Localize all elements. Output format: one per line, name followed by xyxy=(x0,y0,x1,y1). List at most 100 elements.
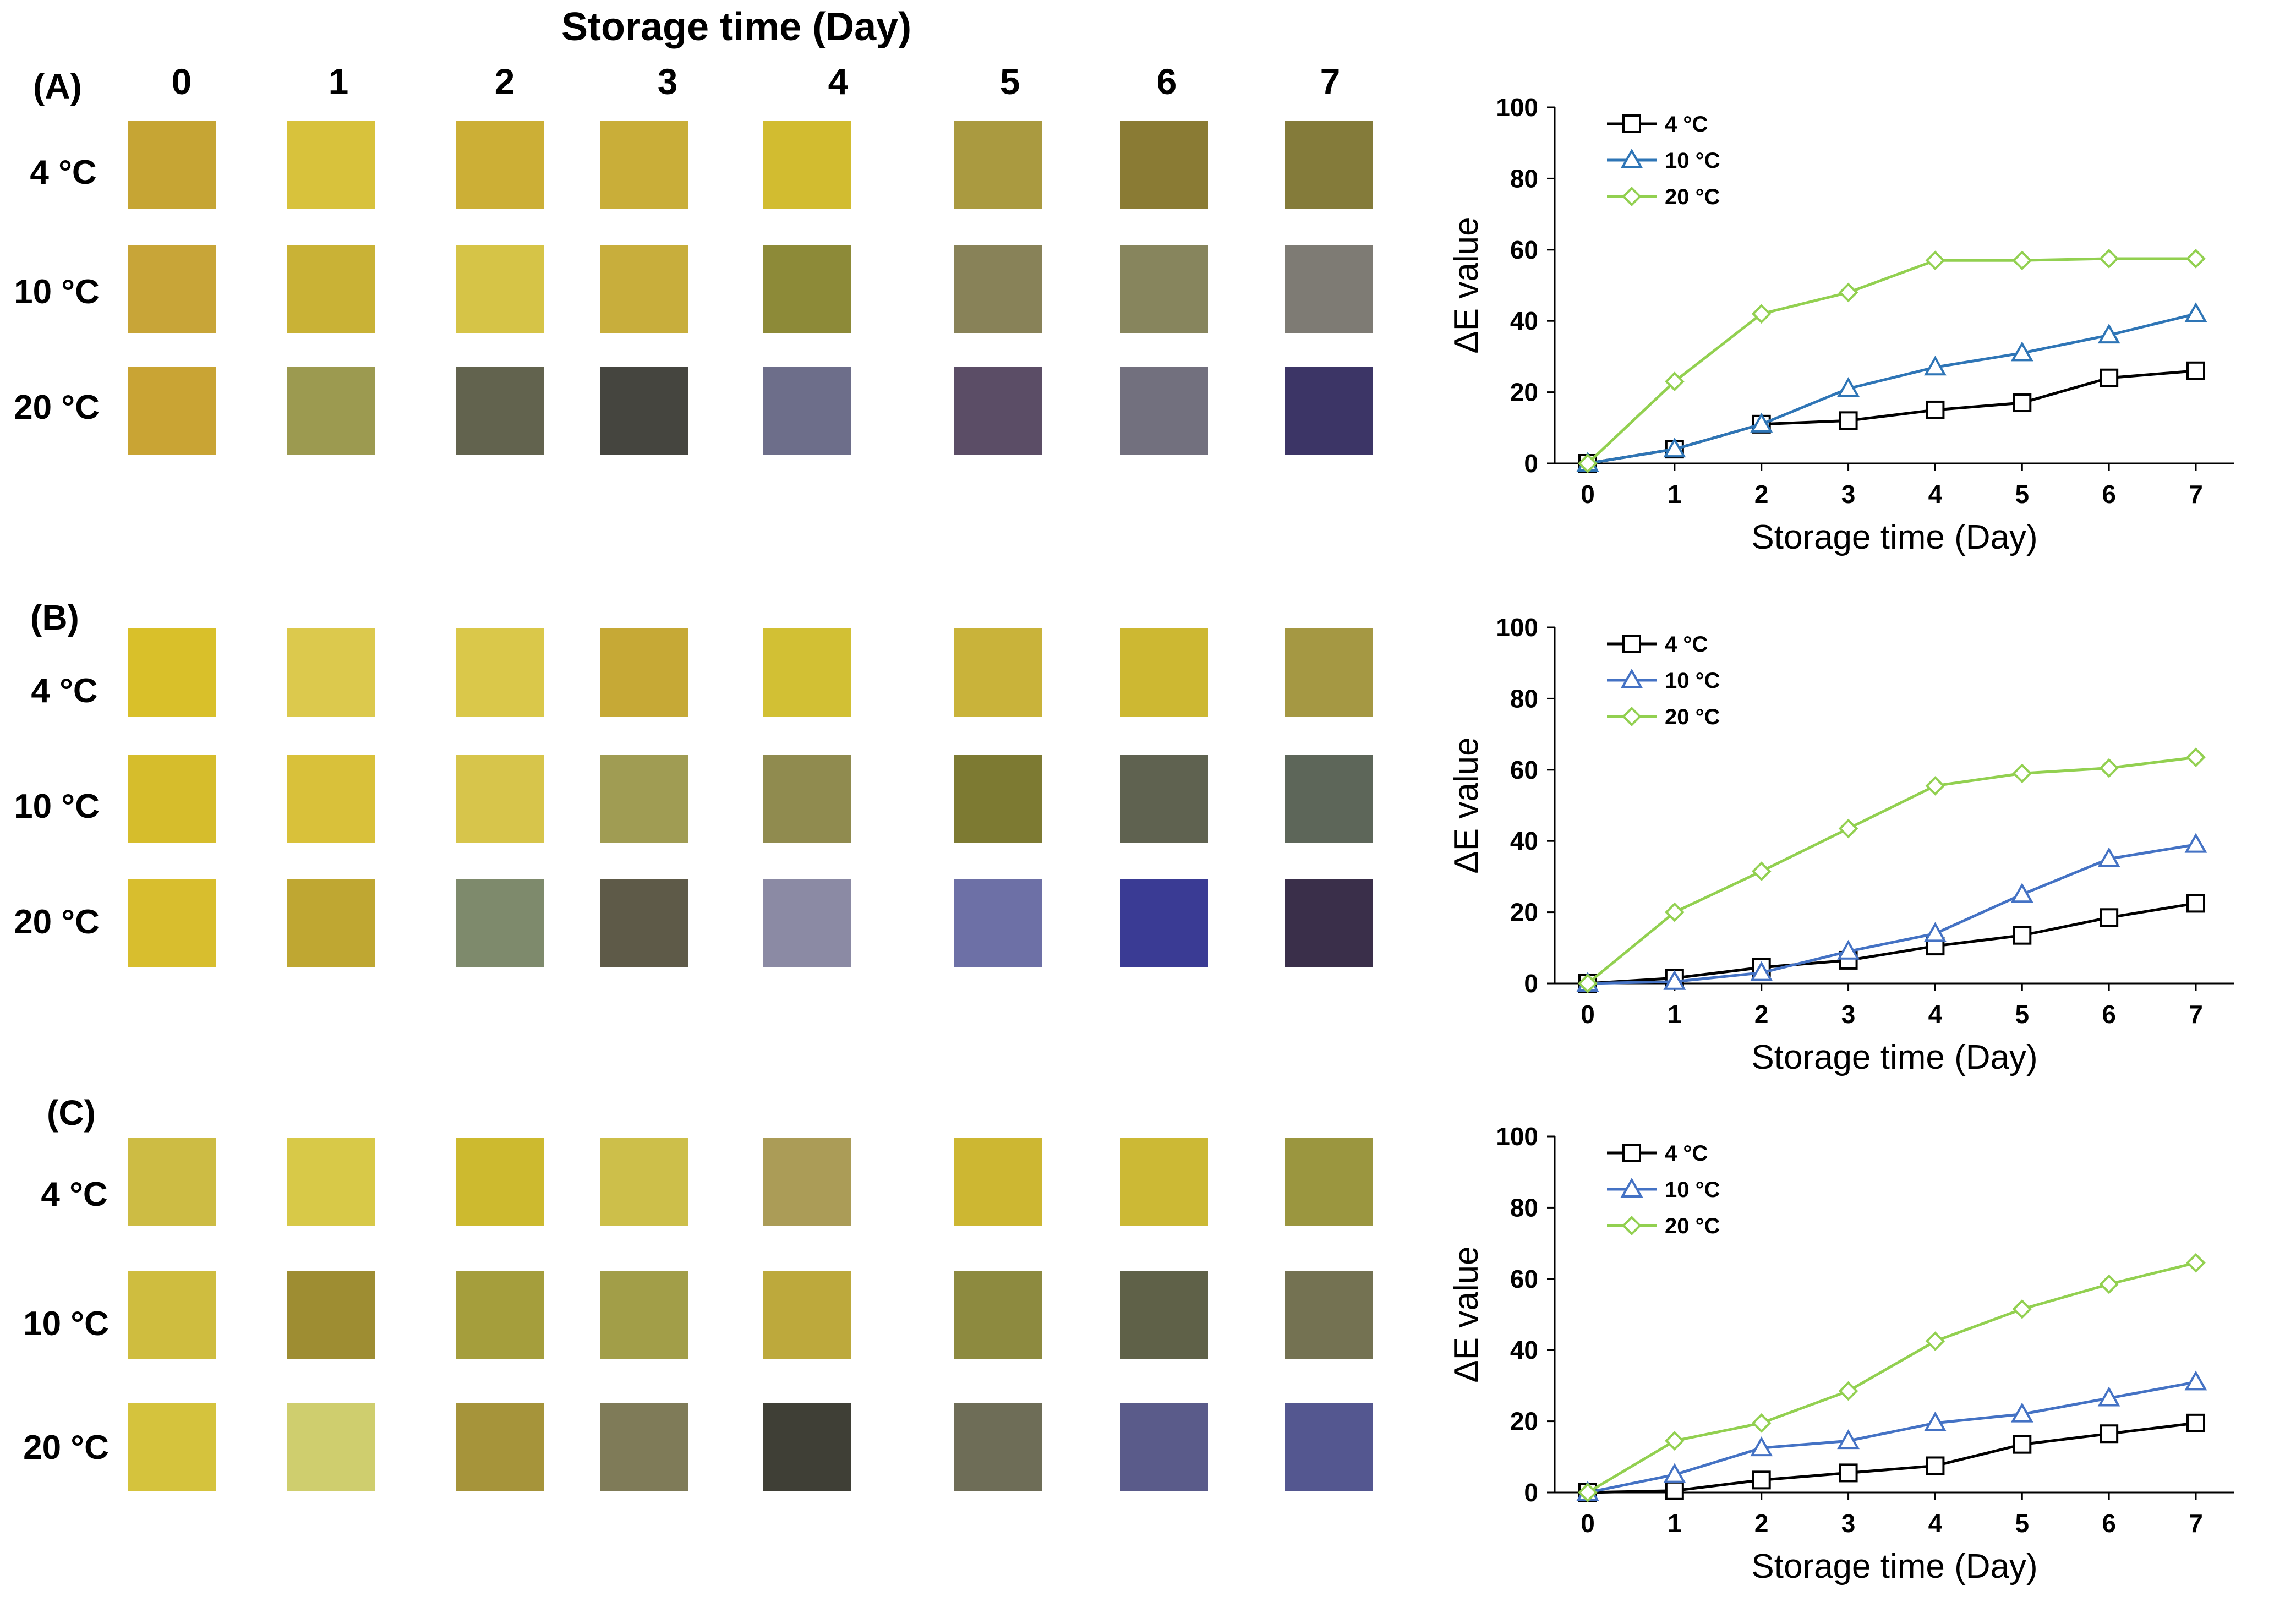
y-tick-label: 100 xyxy=(1496,1122,1538,1151)
color-swatch xyxy=(763,1138,851,1226)
data-point xyxy=(2186,894,2205,913)
x-tick-label: 6 xyxy=(2102,1509,2116,1538)
color-swatch xyxy=(456,245,544,333)
series-line xyxy=(1587,756,2196,985)
row-label-4c: 4 °C xyxy=(30,154,97,192)
data-point xyxy=(1751,1413,1772,1433)
legend-marker xyxy=(1622,707,1642,726)
y-tick-label: 20 xyxy=(1510,1407,1538,1436)
data-point xyxy=(1578,453,1598,473)
color-swatch xyxy=(954,245,1042,333)
data-point xyxy=(1838,282,1858,303)
row-label-20c: 20 °C xyxy=(14,903,100,941)
color-swatch xyxy=(1285,628,1373,717)
data-point xyxy=(1837,939,1860,960)
data-point xyxy=(2097,1386,2120,1407)
y-axis-label: ΔE value xyxy=(1447,1246,1485,1382)
day-label: 1 xyxy=(328,61,349,102)
data-point xyxy=(1665,371,1685,392)
y-tick-label: 40 xyxy=(1510,827,1538,855)
color-swatch xyxy=(600,628,688,717)
color-swatch xyxy=(287,121,375,209)
color-swatch xyxy=(287,367,375,455)
color-swatch xyxy=(954,628,1042,717)
y-tick-label: 100 xyxy=(1496,613,1538,642)
data-point xyxy=(2012,763,2032,784)
x-tick-label: 4 xyxy=(1928,1509,1943,1538)
data-point xyxy=(2097,847,2120,867)
x-tick-label: 2 xyxy=(1754,480,1769,509)
legend-marker xyxy=(1622,187,1642,206)
color-swatch xyxy=(287,628,375,717)
x-tick-label: 3 xyxy=(1841,1509,1856,1538)
data-point xyxy=(1578,974,1598,993)
x-tick-label: 2 xyxy=(1754,1000,1769,1029)
color-swatch xyxy=(287,1403,375,1491)
row-label-10c: 10 °C xyxy=(23,1305,109,1343)
data-point xyxy=(2100,1424,2119,1444)
color-swatch xyxy=(1120,121,1208,209)
panel-label-b: (B) xyxy=(30,598,79,637)
x-tick-label: 4 xyxy=(1928,480,1943,509)
x-axis-label: Storage time (Day) xyxy=(1751,1548,2037,1585)
color-swatch xyxy=(1120,245,1208,333)
day-label: 5 xyxy=(999,61,1020,102)
color-swatch xyxy=(763,755,851,843)
y-axis-label: ΔE value xyxy=(1447,737,1485,873)
data-point xyxy=(1925,776,1945,796)
data-point xyxy=(2012,250,2032,271)
color-swatch xyxy=(128,628,216,717)
y-tick-label: 80 xyxy=(1510,1193,1538,1222)
color-swatch xyxy=(1120,367,1208,455)
color-swatch xyxy=(600,1138,688,1226)
x-tick-label: 0 xyxy=(1581,1509,1595,1538)
color-swatch xyxy=(128,755,216,843)
color-swatch xyxy=(456,1403,544,1491)
data-point xyxy=(1926,400,1945,419)
color-swatch xyxy=(1120,755,1208,843)
color-swatch xyxy=(1285,1403,1373,1491)
y-tick-label: 80 xyxy=(1510,684,1538,713)
panel-label-c: (C) xyxy=(47,1093,96,1133)
color-swatch xyxy=(763,121,851,209)
color-swatch xyxy=(456,879,544,967)
x-tick-label: 7 xyxy=(2189,1509,2203,1538)
data-point xyxy=(2186,1253,2206,1273)
data-point xyxy=(2010,341,2033,362)
legend-label: 20 °C xyxy=(1665,705,1720,729)
data-point xyxy=(2099,758,2119,778)
row-label-20c: 20 °C xyxy=(23,1429,109,1467)
data-point xyxy=(1750,961,1773,981)
x-tick-label: 2 xyxy=(1754,1509,1769,1538)
color-swatch xyxy=(1285,367,1373,455)
color-swatch xyxy=(954,1403,1042,1491)
data-point xyxy=(1838,1381,1858,1401)
x-tick-label: 6 xyxy=(2102,1000,2116,1029)
color-swatch xyxy=(287,1271,375,1359)
data-point xyxy=(2099,249,2119,269)
color-swatch xyxy=(456,1271,544,1359)
color-swatch xyxy=(287,1138,375,1226)
legend-label: 10 °C xyxy=(1665,669,1720,693)
legend-marker xyxy=(1620,1177,1643,1198)
data-point xyxy=(2184,302,2207,322)
data-point xyxy=(2186,361,2205,380)
color-swatch xyxy=(128,1403,216,1491)
data-point xyxy=(2186,747,2206,767)
data-point xyxy=(2184,1370,2207,1391)
series-line xyxy=(1587,1421,2196,1494)
data-point xyxy=(1663,1463,1686,1483)
color-swatch xyxy=(763,367,851,455)
data-point xyxy=(2100,368,2119,387)
data-point xyxy=(1838,818,1858,839)
x-tick-label: 3 xyxy=(1841,480,1856,509)
color-swatch xyxy=(456,367,544,455)
legend-label: 4 °C xyxy=(1665,632,1708,657)
color-swatch xyxy=(600,367,688,455)
color-swatch xyxy=(128,367,216,455)
series-line xyxy=(1587,1261,2196,1494)
color-swatch xyxy=(954,367,1042,455)
y-tick-label: 0 xyxy=(1524,1478,1538,1507)
color-swatch xyxy=(954,121,1042,209)
row-label-10c: 10 °C xyxy=(14,273,100,311)
